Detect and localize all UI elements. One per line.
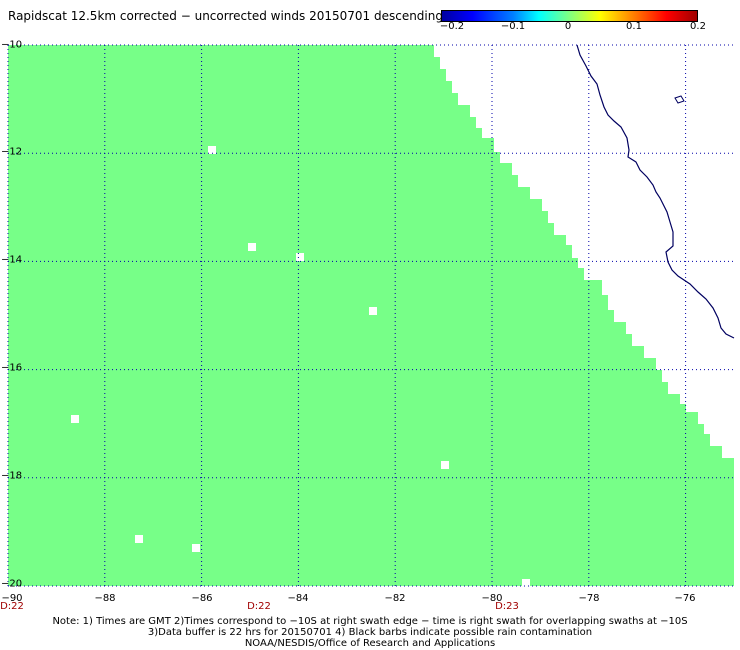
footnote-credit: NOAA/NESDIS/Office of Research and Appli… bbox=[244, 638, 496, 649]
lon-label: −80 bbox=[481, 593, 503, 604]
lon-label: −86 bbox=[191, 593, 213, 604]
lon-label: −88 bbox=[94, 593, 116, 604]
missing-data-cell bbox=[192, 544, 200, 552]
missing-data-cell bbox=[369, 307, 377, 315]
lat-label: −10 bbox=[1, 39, 23, 51]
lon-label: −82 bbox=[384, 593, 406, 604]
lat-label: −18 bbox=[1, 470, 23, 482]
lon-label: −76 bbox=[674, 593, 696, 604]
lat-label: −12 bbox=[1, 146, 23, 158]
colorbar-tick-label: 0 bbox=[564, 21, 572, 32]
missing-data-cell bbox=[71, 415, 79, 423]
missing-data-cell bbox=[208, 146, 216, 154]
colorbar bbox=[441, 10, 698, 22]
lon-label: −78 bbox=[578, 593, 600, 604]
colorbar-tick-label: 0.2 bbox=[690, 21, 706, 32]
island-outline bbox=[674, 95, 685, 104]
missing-data-cell bbox=[522, 579, 530, 587]
missing-data-cell bbox=[248, 243, 256, 251]
swath-coverage bbox=[8, 45, 734, 586]
footnote-line-2: 3)Data buffer is 22 hrs for 20150701 4) … bbox=[147, 627, 593, 638]
lon-label: −84 bbox=[287, 593, 309, 604]
missing-data-cell bbox=[441, 461, 449, 469]
lat-label: −20 bbox=[1, 578, 23, 590]
time-label: D:23 bbox=[495, 601, 519, 612]
lat-label: −14 bbox=[1, 254, 23, 266]
colorbar-tick-label: −0.1 bbox=[500, 21, 526, 32]
lat-label: −16 bbox=[1, 362, 23, 374]
time-label: D:22 bbox=[247, 601, 271, 612]
missing-data-cell bbox=[135, 535, 143, 543]
time-label: D:22 bbox=[0, 601, 24, 612]
plot-title: Rapidscat 12.5km corrected − uncorrected… bbox=[8, 9, 443, 23]
colorbar-tick-label: 0.1 bbox=[626, 21, 642, 32]
lon-label: −90 bbox=[1, 593, 23, 604]
coastline bbox=[576, 44, 735, 339]
footnote-line-1: Note: 1) Times are GMT 2)Times correspon… bbox=[52, 616, 688, 627]
missing-data-cell bbox=[296, 253, 304, 261]
colorbar-tick-label: −0.2 bbox=[439, 21, 465, 32]
